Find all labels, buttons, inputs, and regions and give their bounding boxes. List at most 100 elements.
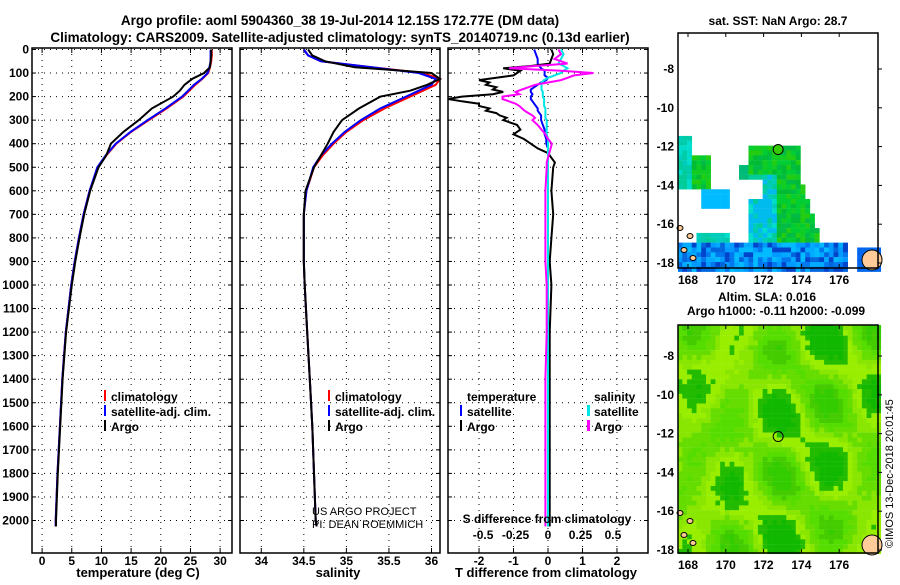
map-cell — [701, 456, 707, 462]
map-cell — [678, 364, 683, 370]
map-cell — [795, 198, 801, 204]
map-cell — [814, 350, 820, 356]
map-cell — [715, 427, 721, 433]
map-cell — [757, 218, 763, 224]
map-cell — [701, 155, 707, 161]
map-cell — [791, 160, 797, 166]
map-cell — [833, 403, 839, 409]
map-cell — [678, 471, 683, 477]
map-cell — [753, 505, 759, 511]
map-cell — [852, 384, 858, 390]
temperature-axis-label: temperature (deg C) — [76, 565, 200, 580]
map-cell — [791, 340, 797, 346]
map-cell — [824, 437, 830, 443]
map-cell — [678, 340, 683, 346]
map-cell — [772, 485, 778, 491]
map-cell — [805, 456, 811, 462]
map-cell — [691, 155, 697, 161]
map-cell — [809, 471, 815, 477]
map-cell — [828, 359, 834, 365]
map-cell — [781, 203, 787, 209]
map-cell — [814, 413, 820, 419]
map-cell — [710, 519, 716, 525]
map-cell — [687, 471, 693, 477]
map-cell — [847, 427, 853, 433]
map-cell — [776, 369, 782, 375]
map-cell — [687, 252, 693, 258]
map-cell — [828, 325, 834, 331]
map-cell — [791, 544, 797, 550]
map-cell — [739, 515, 745, 521]
map-cell — [857, 490, 863, 496]
map-cell — [842, 364, 848, 370]
legend-label: climatology — [111, 390, 178, 404]
map-cell — [724, 359, 730, 365]
map-cell — [682, 393, 688, 399]
map-cell — [678, 398, 683, 404]
map-cell — [705, 476, 711, 482]
map-cell — [678, 505, 683, 511]
map-cell — [701, 432, 707, 438]
map-cell — [833, 549, 839, 555]
map-cell — [871, 374, 877, 380]
map-cell — [724, 194, 730, 200]
map-cell — [805, 359, 811, 365]
map-cell — [852, 490, 858, 496]
map-cell — [847, 335, 853, 341]
map-cell — [857, 262, 863, 268]
map-cell — [753, 369, 759, 375]
map-cell — [715, 232, 721, 238]
map-cell — [800, 345, 806, 351]
map-cell — [724, 369, 730, 375]
map-cell — [767, 364, 773, 370]
map-cell — [767, 476, 773, 482]
map-cell — [696, 500, 702, 506]
map-cell — [705, 539, 711, 545]
series-line-climatology — [302, 48, 442, 527]
map-cell — [701, 442, 707, 448]
map-cell — [687, 500, 693, 506]
map-cell — [828, 534, 834, 540]
y-tick-label: 1500 — [2, 396, 29, 410]
map-cell — [701, 422, 707, 428]
map-cell — [734, 262, 740, 268]
map-cell — [791, 203, 797, 209]
map-cell — [734, 413, 740, 419]
map-cell — [762, 150, 768, 156]
map-cell — [710, 379, 716, 385]
map-cell — [871, 379, 877, 385]
map-cell — [800, 442, 806, 448]
map-cell — [800, 350, 806, 356]
map-cell — [781, 174, 787, 180]
map-cell — [734, 549, 740, 555]
map-cell — [833, 432, 839, 438]
map-cell — [776, 184, 782, 190]
map-cell — [687, 495, 693, 501]
map-cell — [819, 510, 825, 516]
map-cell — [847, 393, 853, 399]
map-cell — [748, 266, 754, 272]
map-cell — [866, 456, 872, 462]
map-cell — [786, 213, 792, 219]
map-cell — [772, 529, 778, 535]
map-cell — [772, 369, 778, 375]
map-cell — [828, 242, 834, 248]
map-cell — [805, 481, 811, 487]
map-cell — [772, 471, 778, 477]
map-cell — [724, 524, 730, 530]
map-cell — [809, 539, 815, 545]
map-cell — [833, 481, 839, 487]
map-cell — [678, 418, 683, 424]
map-cell — [838, 529, 844, 535]
map-cell — [682, 544, 688, 550]
map-cell — [696, 379, 702, 385]
map-cell — [819, 442, 825, 448]
map-cell — [833, 384, 839, 390]
map-cell — [781, 150, 787, 156]
map-cell — [701, 257, 707, 263]
map-cell — [739, 330, 745, 336]
map-cell — [857, 374, 863, 380]
map-cell — [772, 524, 778, 530]
map-cell — [786, 393, 792, 399]
map-cell — [786, 218, 792, 224]
